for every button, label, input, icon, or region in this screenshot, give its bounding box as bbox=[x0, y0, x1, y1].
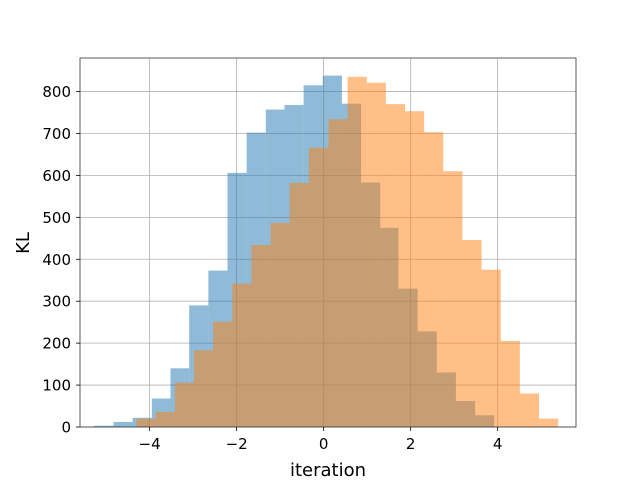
x-axis-label: iteration bbox=[290, 460, 366, 480]
x-tick-label: −4 bbox=[139, 435, 161, 453]
histogram-bar bbox=[462, 239, 482, 427]
histogram-bar bbox=[232, 283, 252, 427]
histogram-bar bbox=[213, 321, 233, 427]
plot-frame bbox=[79, 57, 577, 428]
histogram-bars bbox=[93, 75, 559, 428]
y-tick-label: 600 bbox=[42, 167, 71, 185]
y-axis-label: KL bbox=[13, 232, 34, 254]
histogram-bar bbox=[251, 245, 271, 427]
histogram-bar bbox=[193, 350, 214, 427]
histogram-bar bbox=[113, 421, 133, 427]
series-2-bars bbox=[136, 76, 559, 428]
histogram-bar bbox=[405, 111, 425, 427]
x-tick-label: −2 bbox=[226, 435, 248, 453]
histogram-bar bbox=[308, 147, 329, 428]
histogram-bar bbox=[500, 341, 520, 427]
histogram-bar bbox=[519, 393, 540, 427]
y-tick-label: 100 bbox=[42, 377, 71, 395]
histogram-bar bbox=[366, 82, 386, 427]
histogram-bar bbox=[347, 76, 367, 427]
x-tick-label: 0 bbox=[319, 435, 329, 453]
histogram-bar bbox=[155, 411, 175, 427]
histogram-bar bbox=[539, 418, 559, 427]
y-tick-label: 300 bbox=[42, 293, 71, 311]
y-tick-label: 200 bbox=[42, 335, 71, 353]
histogram-bar bbox=[328, 119, 348, 427]
y-tick-label: 500 bbox=[42, 209, 71, 227]
histogram-bar bbox=[93, 425, 114, 427]
y-tick-label: 700 bbox=[42, 125, 71, 143]
y-tick-label: 800 bbox=[42, 83, 71, 101]
x-tick-label: 2 bbox=[406, 435, 416, 453]
axis-ticks: −4 −2 0 2 4 0 100 200 300 400 500 600 700 800 bbox=[42, 83, 502, 453]
histogram-bar bbox=[174, 382, 194, 427]
histogram-bar bbox=[270, 222, 290, 427]
y-tick-label: 400 bbox=[42, 251, 71, 269]
histogram-bar bbox=[481, 269, 501, 427]
y-tick-label: 0 bbox=[61, 419, 71, 437]
histogram-bar bbox=[289, 182, 309, 427]
histogram-bar bbox=[385, 104, 406, 427]
x-tick-label: 4 bbox=[493, 435, 503, 453]
histogram-bar bbox=[136, 418, 156, 427]
histogram-bar bbox=[443, 171, 463, 427]
histogram-bar bbox=[424, 132, 444, 428]
